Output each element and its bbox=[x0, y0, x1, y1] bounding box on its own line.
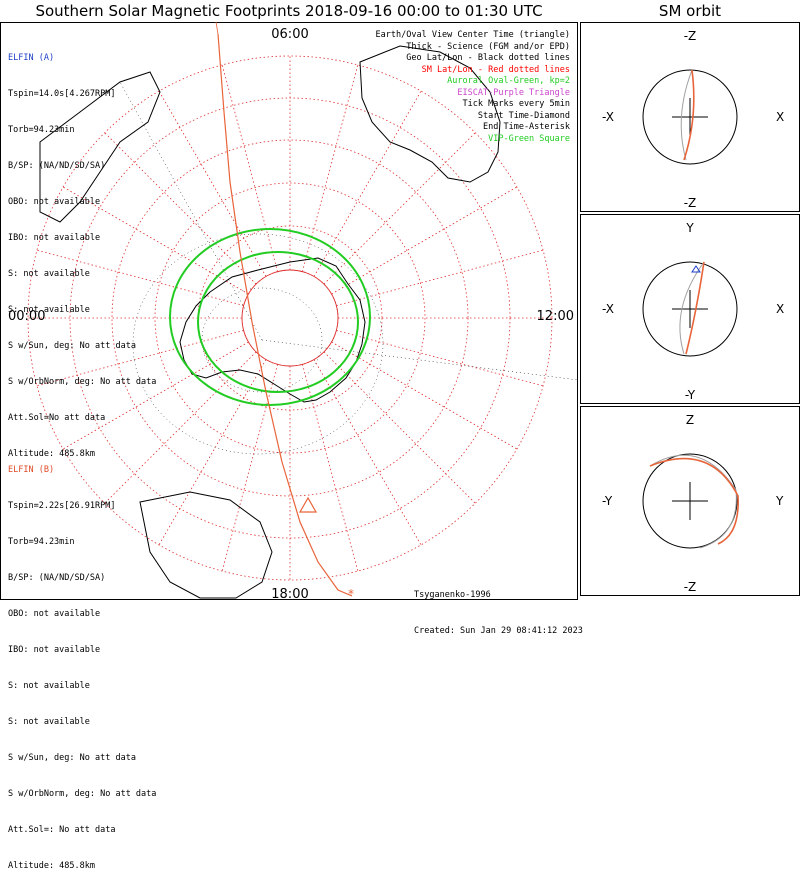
elfin-a-line: S: not available bbox=[8, 305, 90, 315]
legend-item: Tick Marks every 5min bbox=[462, 99, 570, 109]
plot-title: Southern Solar Magnetic Footprints 2018-… bbox=[35, 2, 543, 20]
legend-item: Thick - Science (FGM and/or EPD) bbox=[406, 41, 570, 52]
sm-orbit-panel-xy: Y -Y -X X bbox=[580, 214, 800, 404]
created-credit: Created: Sun Jan 29 08:41:12 2023 bbox=[414, 626, 583, 636]
sm-pole-circle bbox=[241, 269, 339, 367]
elfin-a-line: OBO: not available bbox=[8, 197, 101, 207]
elfin-b-info: ELFIN (B) Tspin=2.22s[26.91RPM] Torb=94.… bbox=[8, 440, 156, 884]
sm-meridian-line bbox=[302, 64, 359, 272]
elfin-b-line: B/SP: (NA/ND/SD/SA) bbox=[8, 573, 106, 583]
legend-item: Start Time-Diamond bbox=[477, 110, 570, 121]
panel3-top: Z bbox=[686, 413, 694, 427]
legend-item: VIP-Green Square bbox=[488, 133, 570, 144]
view-center-triangle bbox=[298, 496, 318, 513]
model-credit: Tsyganenko-1996 bbox=[414, 590, 491, 600]
elfin-a-header: ELFIN (A) bbox=[8, 53, 55, 63]
legend-item: Earth/Oval View Center Time (triangle) bbox=[375, 30, 570, 40]
elfin-a-line: S w/Sun, deg: No att data bbox=[8, 341, 136, 351]
panel1-top: -Z bbox=[684, 29, 697, 43]
time-label-left: 00:00 bbox=[8, 309, 45, 324]
elfin-a-line: IBO: not available bbox=[8, 233, 101, 243]
legend-item: End Time-Asterisk bbox=[483, 122, 570, 132]
south-america-coastline bbox=[39, 71, 161, 223]
auroral-oval-inner bbox=[197, 251, 359, 393]
elfin-b-header: ELFIN (B) bbox=[8, 465, 55, 475]
legend-item: EISCAT-Purple Triangle bbox=[457, 87, 570, 98]
sm-meridian-line bbox=[302, 364, 359, 572]
credit-block: Tsyganenko-1996 Created: Sun Jan 29 08:4… bbox=[414, 565, 583, 649]
elfin-a-info: ELFIN (A) Tspin=14.0s[4.267RPM] Torb=94.… bbox=[8, 28, 156, 472]
elfin-a-line: Torb=94.23min bbox=[8, 125, 75, 135]
time-label-bottom: 18:00 bbox=[271, 587, 308, 600]
sm-orbit-panel-yz: Z -Z -Y Y bbox=[580, 406, 800, 596]
panel3-right: Y bbox=[775, 494, 784, 508]
panel1-left: -X bbox=[602, 110, 614, 124]
elfin-b-line: S w/Sun, deg: No att data bbox=[8, 753, 136, 763]
elfin-b-line: S w/OrbNorm, deg: No att data bbox=[8, 789, 157, 799]
elfin-a-line: Tspin=14.0s[4.267RPM] bbox=[8, 89, 116, 99]
legend-item: Geo Lat/Lon - Black dotted lines bbox=[406, 53, 570, 63]
elfin-b-line: OBO: not available bbox=[8, 609, 101, 619]
elfin-track bbox=[217, 33, 353, 597]
sm-meridian-line bbox=[158, 90, 267, 277]
auroral-oval-outer bbox=[169, 228, 371, 406]
time-label-right: 12:00 bbox=[537, 309, 574, 324]
time-label-top: 06:00 bbox=[271, 27, 308, 42]
elfin-b-line: Torb=94.23min bbox=[8, 537, 75, 547]
elfin-b-line: S: not available bbox=[8, 717, 90, 727]
panel2-left: -X bbox=[602, 302, 614, 316]
panel2-top: Y bbox=[685, 221, 694, 235]
elfin-track-thin bbox=[215, 22, 219, 35]
legend-item: SM Lat/Lon - Red dotted lines bbox=[421, 64, 570, 75]
legend-item: Auroral Oval-Green, kp=2 bbox=[447, 76, 570, 86]
plot-legend: Earth/Oval View Center Time (triangle) Th… bbox=[376, 30, 570, 145]
elfin-b-line: S: not available bbox=[8, 681, 90, 691]
australia-coastline bbox=[359, 45, 501, 183]
panel3-bottom: -Z bbox=[684, 580, 697, 594]
sm-orbit-panel-xz: -Z -Z -X X bbox=[580, 22, 800, 212]
panel3-left: -Y bbox=[602, 494, 613, 508]
elfin-a-line: Altitude: 485.8km bbox=[8, 449, 95, 459]
panel2-bottom: -Y bbox=[685, 388, 696, 402]
sm-orbit-title: SM orbit bbox=[658, 2, 722, 20]
elfin-a-line: S w/OrbNorm, deg: No att data bbox=[8, 377, 157, 387]
start-asterisk: * bbox=[348, 587, 354, 600]
elfin-b-line: Altitude: 485.8km bbox=[8, 861, 95, 871]
panel1-bottom: -Z bbox=[684, 196, 697, 210]
elfin-a-line: Att.Sol=No att data bbox=[8, 413, 106, 423]
africa-coastline bbox=[139, 491, 273, 599]
geo-grid bbox=[119, 81, 578, 455]
sm-meridian-line bbox=[221, 364, 278, 572]
elfin-a-line: B/SP: (NA/ND/SD/SA) bbox=[8, 161, 106, 171]
antarctica-coastline bbox=[179, 257, 366, 403]
elfin-a-line: S: not available bbox=[8, 269, 90, 279]
sm-meridian-line bbox=[221, 64, 278, 272]
footprint-polar-plot: * 06:00 00:00 12:00 18:00 bbox=[0, 22, 578, 600]
elfin-b-line: IBO: not available bbox=[8, 645, 101, 655]
elfin-b-line: Tspin=2.22s[26.91RPM] bbox=[8, 501, 116, 511]
panel2-right: X bbox=[776, 302, 784, 316]
panel1-right: X bbox=[776, 110, 784, 124]
elfin-b-line: Att.Sol=: No att data bbox=[8, 825, 116, 835]
